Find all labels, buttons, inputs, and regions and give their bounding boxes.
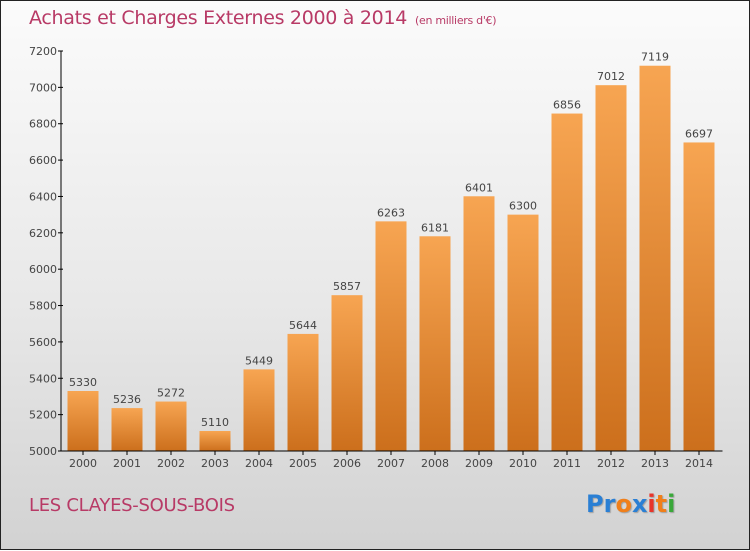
proxiti-logo[interactable]: Proxiti	[586, 490, 675, 518]
value-label-2002: 5272	[157, 387, 185, 400]
bar-2006	[331, 295, 363, 451]
y-tick-label-5000: 5000	[29, 445, 57, 458]
logo-letter: i	[667, 490, 676, 518]
bar-2002	[155, 401, 187, 451]
value-label-2007: 6263	[377, 206, 405, 219]
bar-2013	[639, 65, 671, 452]
y-tick-label-5400: 5400	[29, 372, 57, 385]
logo-letter: o	[615, 490, 632, 518]
value-label-2005: 5644	[289, 319, 317, 332]
y-tick-label-5600: 5600	[29, 336, 57, 349]
value-label-2012: 7012	[597, 70, 625, 83]
value-label-2000: 5330	[69, 376, 97, 389]
y-tick-label-6000: 6000	[29, 263, 57, 276]
bar-2011	[551, 113, 583, 451]
value-label-2014: 6697	[685, 127, 713, 140]
logo-letter: x	[631, 490, 648, 518]
bar-2012	[595, 85, 627, 451]
chart-unit: (en milliers d'€)	[415, 14, 497, 27]
x-tick-label-2013: 2013	[641, 457, 669, 470]
y-tick-label-6400: 6400	[29, 190, 57, 203]
y-tick-label-5200: 5200	[29, 409, 57, 422]
logo-letter: i	[647, 490, 656, 518]
value-label-2009: 6401	[465, 181, 493, 194]
x-tick-label-2004: 2004	[245, 457, 273, 470]
bar-2003	[199, 431, 231, 451]
bar-2010	[507, 214, 539, 451]
x-tick-label-2002: 2002	[157, 457, 185, 470]
x-tick-label-2005: 2005	[289, 457, 317, 470]
city-name: LES CLAYES-SOUS-BOIS	[29, 495, 235, 516]
x-tick-label-2011: 2011	[553, 457, 581, 470]
x-tick-label-2012: 2012	[597, 457, 625, 470]
x-tick-label-2006: 2006	[333, 457, 361, 470]
bar-2009	[463, 196, 495, 451]
value-label-2010: 6300	[509, 200, 537, 213]
bars-group	[67, 65, 715, 452]
y-tick-label-6600: 6600	[29, 154, 57, 167]
bar-2004	[243, 369, 275, 451]
x-tick-label-2007: 2007	[377, 457, 405, 470]
x-tick-label-2001: 2001	[113, 457, 141, 470]
bar-2014	[683, 142, 715, 452]
chart-title-text: Achats et Charges Externes 2000 à 2014	[29, 7, 408, 29]
value-label-2003: 5110	[201, 416, 229, 429]
labels-group: 5330 2000 5236 2001 5272 2002 5110 2003 5449 2004…	[29, 45, 713, 470]
bar-2001	[111, 408, 143, 451]
x-tick-label-2009: 2009	[465, 457, 493, 470]
y-tick-label-7200: 7200	[29, 45, 57, 58]
bar-2007	[375, 221, 407, 451]
y-tick-label-6800: 6800	[29, 118, 57, 131]
logo-letter: t	[655, 490, 668, 518]
bar-2000	[67, 391, 99, 451]
x-tick-label-2003: 2003	[201, 457, 229, 470]
x-tick-label-2000: 2000	[69, 457, 97, 470]
value-label-2004: 5449	[245, 354, 273, 367]
chart-title: Achats et Charges Externes 2000 à 2014 (e…	[29, 7, 497, 29]
x-tick-label-2010: 2010	[509, 457, 537, 470]
value-label-2008: 6181	[421, 221, 449, 234]
y-tick-label-6200: 6200	[29, 227, 57, 240]
bar-2005	[287, 333, 319, 451]
bar-2008	[419, 236, 451, 451]
logo-letter: r	[603, 490, 616, 518]
value-label-2001: 5236	[113, 393, 141, 406]
x-tick-label-2008: 2008	[421, 457, 449, 470]
y-tick-label-7000: 7000	[29, 81, 57, 94]
value-label-2006: 5857	[333, 280, 361, 293]
x-tick-label-2014: 2014	[685, 457, 713, 470]
axes-group	[58, 50, 723, 455]
value-label-2013: 7119	[641, 51, 669, 64]
y-tick-label-5800: 5800	[29, 300, 57, 313]
value-label-2011: 6856	[553, 99, 581, 112]
logo-letter: P	[586, 490, 604, 518]
